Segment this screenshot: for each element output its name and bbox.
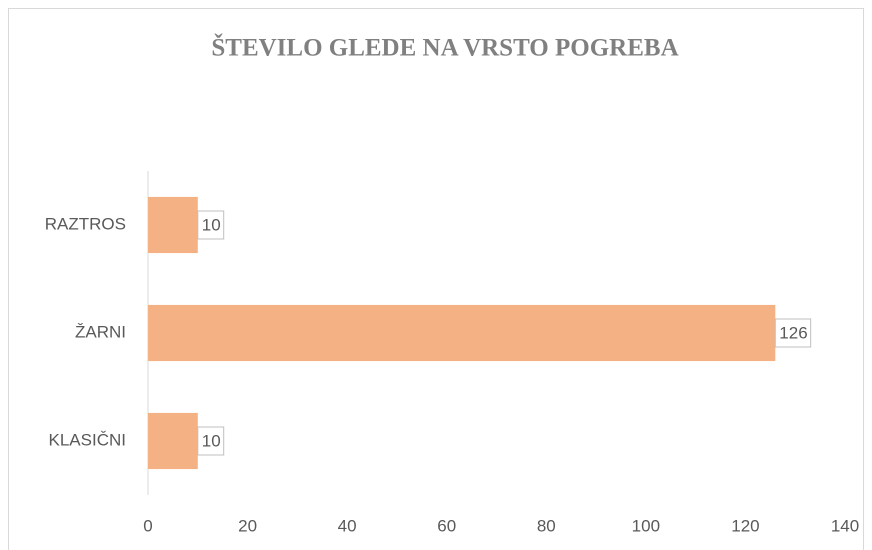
data-label-box	[197, 426, 225, 456]
chart-title: ŠTEVILO GLEDE NA VRSTO POGREBA	[211, 34, 678, 62]
x-tick-label: 40	[338, 516, 357, 535]
x-tick-label: 0	[143, 516, 152, 535]
x-tick-label: 120	[731, 516, 759, 535]
data-label: 10	[202, 431, 221, 450]
bar	[148, 196, 198, 254]
chart-border	[8, 8, 864, 550]
x-tick-label: 140	[831, 516, 859, 535]
bar	[148, 304, 776, 362]
data-label: 126	[779, 323, 807, 342]
y-tick-label: KLASIČNI	[49, 430, 126, 449]
x-tick-label: 60	[437, 516, 456, 535]
x-tick-label: 80	[537, 516, 556, 535]
x-tick-label: 20	[238, 516, 257, 535]
data-label-box	[774, 318, 812, 348]
data-label-box	[197, 210, 225, 240]
y-tick-label: RAZTROS	[45, 214, 126, 233]
bar	[148, 412, 198, 470]
y-tick-label: ŽARNI	[75, 322, 126, 341]
data-label: 10	[202, 215, 221, 234]
x-tick-label: 100	[632, 516, 660, 535]
